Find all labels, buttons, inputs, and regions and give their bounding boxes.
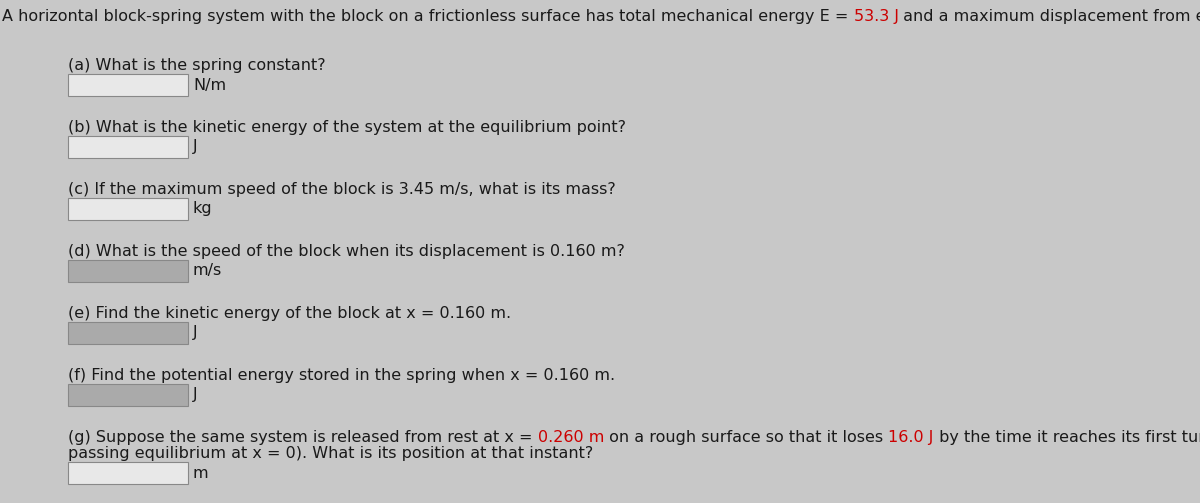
- Bar: [68, 136, 188, 158]
- Text: J: J: [193, 325, 198, 341]
- Text: 53.3 J: 53.3 J: [853, 9, 899, 24]
- Text: on a rough surface so that it loses: on a rough surface so that it loses: [604, 430, 888, 445]
- Text: J: J: [193, 387, 198, 402]
- Text: (g) Suppose the same system is released from rest at x =: (g) Suppose the same system is released …: [68, 430, 538, 445]
- Text: (c) If the maximum speed of the block is 3.45 m/s, what is its mass?: (c) If the maximum speed of the block is…: [68, 182, 616, 197]
- Text: J: J: [193, 139, 198, 154]
- Text: kg: kg: [193, 202, 212, 216]
- Text: (f) Find the potential energy stored in the spring when x = 0.160 m.: (f) Find the potential energy stored in …: [68, 368, 616, 383]
- Text: A horizontal block-spring system with the block on a frictionless surface has to: A horizontal block-spring system with th…: [2, 9, 853, 24]
- Text: and a maximum displacement from equilibrium of: and a maximum displacement from equilibr…: [899, 9, 1200, 24]
- Text: m/s: m/s: [193, 264, 222, 279]
- Text: 0.260 m: 0.260 m: [538, 430, 604, 445]
- Bar: [68, 198, 188, 220]
- Bar: [68, 384, 188, 406]
- Text: (e) Find the kinetic energy of the block at x = 0.160 m.: (e) Find the kinetic energy of the block…: [68, 306, 511, 321]
- Bar: [68, 74, 188, 96]
- Text: N/m: N/m: [193, 77, 226, 93]
- Text: 16.0 J: 16.0 J: [888, 430, 934, 445]
- Bar: [68, 322, 188, 344]
- Text: m: m: [193, 465, 209, 480]
- Text: (b) What is the kinetic energy of the system at the equilibrium point?: (b) What is the kinetic energy of the sy…: [68, 120, 626, 135]
- Bar: [68, 462, 188, 484]
- Text: (d) What is the speed of the block when its displacement is 0.160 m?: (d) What is the speed of the block when …: [68, 244, 625, 259]
- Text: by the time it reaches its first turning point (after: by the time it reaches its first turning…: [934, 430, 1200, 445]
- Text: (a) What is the spring constant?: (a) What is the spring constant?: [68, 58, 325, 73]
- Bar: [68, 260, 188, 282]
- Text: passing equilibrium at x = 0). What is its position at that instant?: passing equilibrium at x = 0). What is i…: [68, 446, 593, 461]
